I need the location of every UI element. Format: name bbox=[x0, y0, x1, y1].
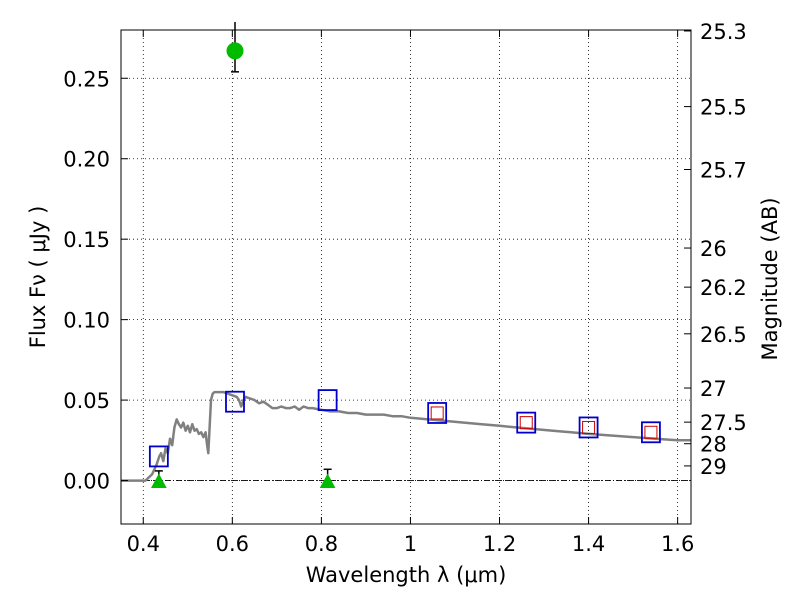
x-tick-label: 1.4 bbox=[572, 532, 605, 556]
x-tick-label: 1 bbox=[404, 532, 417, 556]
right-tick-label: 26.2 bbox=[700, 276, 747, 300]
x-tick-label: 1.6 bbox=[661, 532, 694, 556]
axis-ticks bbox=[121, 30, 691, 524]
model-point bbox=[641, 421, 661, 444]
right-tick-label: 25.5 bbox=[700, 96, 747, 120]
x-tick-label: 0.8 bbox=[305, 532, 338, 556]
y-tick-label: 0.25 bbox=[63, 67, 110, 91]
plot-background bbox=[121, 30, 691, 524]
x-tick-label: 0.6 bbox=[216, 532, 249, 556]
x-tick-label: 0.4 bbox=[127, 532, 160, 556]
observed-point bbox=[582, 420, 596, 434]
model-point bbox=[148, 445, 169, 468]
model-point bbox=[317, 389, 338, 411]
detection-point bbox=[226, 42, 244, 60]
right-axis-label: Magnitude (AB) bbox=[758, 197, 782, 360]
y-tick-label: 0.20 bbox=[63, 148, 110, 172]
tick-labels: 0.4 0.6 0.8 1 1.2 1.4 1.6 0.00 0.05 0.10 0.15 0.20 0… bbox=[63, 20, 747, 556]
right-tick-label: 27 bbox=[700, 377, 727, 401]
model-sed-curve bbox=[121, 390, 691, 482]
plot-frame bbox=[120, 29, 692, 525]
x-axis-label: Wavelength λ (μm) bbox=[306, 563, 507, 587]
right-tick-label: 26 bbox=[700, 237, 727, 261]
sed-curve-line bbox=[121, 390, 691, 482]
right-tick-label: 28 bbox=[700, 433, 727, 457]
upper-limit-point bbox=[319, 473, 336, 489]
model-point bbox=[427, 402, 448, 424]
observed-point bbox=[644, 425, 658, 439]
observed-point bbox=[519, 416, 533, 430]
right-tick-label: 26.5 bbox=[700, 323, 747, 347]
right-tick-label: 29 bbox=[700, 455, 727, 479]
y-tick-label: 0.10 bbox=[63, 309, 110, 333]
model-point bbox=[516, 411, 537, 434]
y-tick-label: 0.00 bbox=[63, 470, 110, 494]
y-tick-label: 0.05 bbox=[63, 389, 110, 413]
observed-point bbox=[430, 406, 444, 420]
upper-limit-point bbox=[151, 473, 167, 489]
right-tick-label: 27.5 bbox=[700, 411, 747, 435]
y-tick-label: 0.15 bbox=[63, 228, 110, 252]
grid bbox=[121, 30, 691, 524]
x-tick-label: 1.2 bbox=[483, 532, 516, 556]
model-point bbox=[225, 390, 245, 413]
y-axis-label: Flux Fν ( μJy ) bbox=[26, 206, 50, 349]
photometry-markers bbox=[148, 21, 661, 489]
right-tick-label: 25.7 bbox=[700, 159, 747, 183]
model-point bbox=[578, 416, 599, 439]
right-tick-label: 25.3 bbox=[700, 20, 747, 44]
